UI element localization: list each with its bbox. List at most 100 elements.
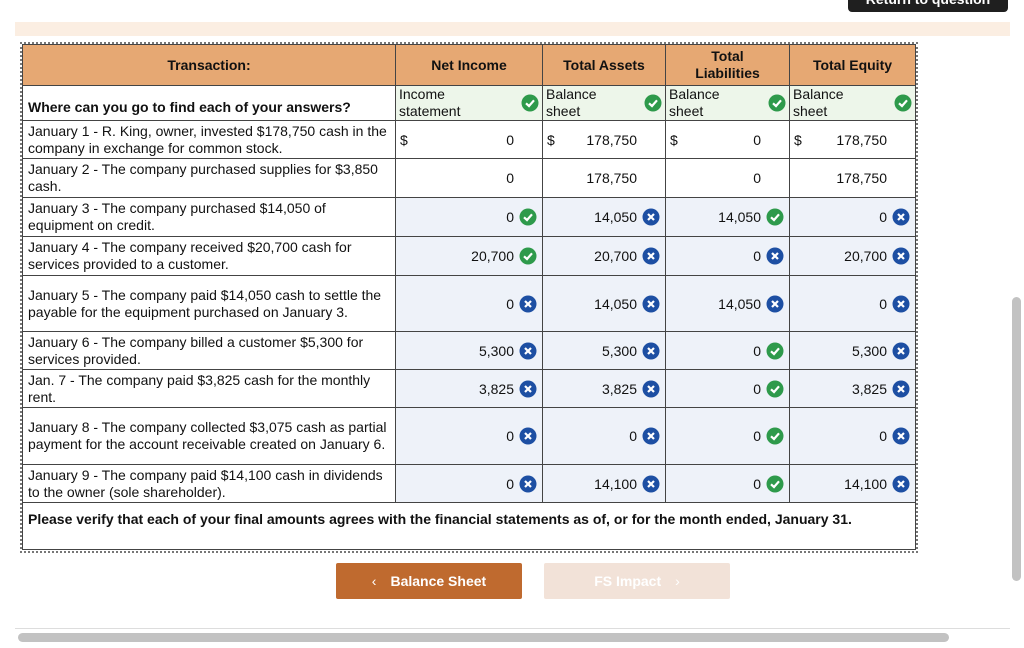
currency: $ [794, 131, 802, 148]
currency: $ [547, 131, 555, 148]
amount: 20,700 [471, 248, 514, 264]
previous-label: Balance Sheet [390, 573, 487, 589]
amount: 0 [879, 295, 887, 312]
value-cell: $178,750 [789, 120, 916, 159]
incorrect-icon [892, 380, 910, 397]
value-cell: 14,100 [542, 464, 666, 503]
incorrect-icon [892, 342, 910, 359]
amount: 3,825 [478, 380, 514, 397]
incorrect-icon [642, 208, 660, 226]
value-cell: 0 [789, 407, 916, 465]
column-header: Total Equity [789, 44, 916, 86]
incorrect-icon [766, 247, 784, 265]
value-cell: 14,050 [665, 275, 790, 332]
incorrect-icon [642, 295, 660, 312]
correct-icon [766, 427, 784, 445]
value-cell: 0 [395, 275, 543, 332]
top-strip [15, 22, 1010, 36]
amount: 5,300 [478, 342, 514, 359]
value-cell: 178,750 [789, 158, 916, 198]
source-text: Balance sheet [669, 86, 720, 119]
value-cell: 0 [789, 275, 916, 332]
source-text: Income statement [399, 86, 461, 119]
value-cell: 5,300 [542, 331, 666, 370]
source-cell: Balance sheet [665, 85, 790, 121]
incorrect-icon [519, 427, 537, 445]
transaction: Jan. 7 - The company paid $3,825 cash fo… [22, 369, 396, 408]
incorrect-icon [642, 475, 660, 492]
incorrect-icon [642, 380, 660, 397]
amount: 0 [506, 475, 514, 492]
amount: 0 [879, 428, 887, 444]
value-cell: 0 [542, 407, 666, 465]
amount: 3,825 [601, 380, 637, 397]
column-header: Transaction: [22, 44, 396, 86]
value-cell: 20,700 [395, 236, 543, 276]
amount: 0 [506, 428, 514, 444]
transaction: January 2 - The company purchased suppli… [22, 158, 396, 198]
value-cell: $0 [395, 120, 543, 159]
source-cell: Income statement [395, 85, 543, 121]
value-cell: 0 [395, 464, 543, 503]
source-cell: Balance sheet [542, 85, 666, 121]
correct-icon [519, 247, 537, 265]
incorrect-icon [892, 295, 910, 312]
value-cell: 0 [665, 236, 790, 276]
value-cell: 0 [665, 369, 790, 408]
incorrect-icon [766, 295, 784, 312]
v-scrollbar[interactable] [1012, 297, 1021, 581]
correct-icon [766, 342, 784, 359]
source-cell: Balance sheet [789, 85, 916, 121]
sources-label: Where can you go to find each of your an… [22, 85, 396, 121]
amount: 0 [753, 131, 761, 148]
amount: 14,050 [594, 295, 637, 312]
return-button[interactable]: Return to question [848, 0, 1008, 12]
value-cell: 0 [395, 197, 543, 237]
value-cell: 0 [789, 197, 916, 237]
correct-icon [766, 475, 784, 492]
transaction: January 6 - The company billed a custome… [22, 331, 396, 370]
incorrect-icon [892, 427, 910, 445]
amount: 178,750 [836, 131, 887, 148]
incorrect-icon [892, 208, 910, 226]
next-label: FS Impact [594, 573, 662, 589]
value-cell: 3,825 [789, 369, 916, 408]
source-text: Balance sheet [546, 86, 597, 119]
amount: 14,100 [844, 475, 887, 492]
amount: 20,700 [844, 248, 887, 264]
h-scrollbar[interactable] [18, 633, 949, 642]
column-header: Net Income [395, 44, 543, 86]
value-cell: 14,050 [542, 197, 666, 237]
amount: 178,750 [836, 170, 887, 186]
amount: 3,825 [851, 380, 887, 397]
correct-icon [766, 380, 784, 397]
incorrect-icon [642, 247, 660, 265]
amount: 0 [753, 380, 761, 397]
value-cell: 14,050 [665, 197, 790, 237]
amount: 0 [753, 475, 761, 492]
amount: 0 [629, 428, 637, 444]
incorrect-icon [642, 427, 660, 445]
incorrect-icon [519, 295, 537, 312]
value-cell: 20,700 [542, 236, 666, 276]
amount: 0 [753, 170, 761, 186]
amount: 14,100 [594, 475, 637, 492]
value-cell: 3,825 [395, 369, 543, 408]
transaction: January 9 - The company paid $14,100 cas… [22, 464, 396, 503]
amount: 14,050 [718, 209, 761, 225]
next-button[interactable]: FS Impact › [544, 563, 730, 599]
divider [15, 628, 1010, 629]
value-cell: 0 [665, 331, 790, 370]
amount: 0 [506, 131, 514, 148]
value-cell: $0 [665, 120, 790, 159]
amount: 0 [753, 248, 761, 264]
incorrect-icon [519, 475, 537, 492]
amount: 5,300 [851, 342, 887, 359]
transaction: January 4 - The company received $20,700… [22, 236, 396, 276]
incorrect-icon [642, 342, 660, 359]
previous-button[interactable]: ‹ Balance Sheet [336, 563, 522, 599]
transaction: January 3 - The company purchased $14,05… [22, 197, 396, 237]
amount: 0 [506, 209, 514, 225]
amount: 5,300 [601, 342, 637, 359]
